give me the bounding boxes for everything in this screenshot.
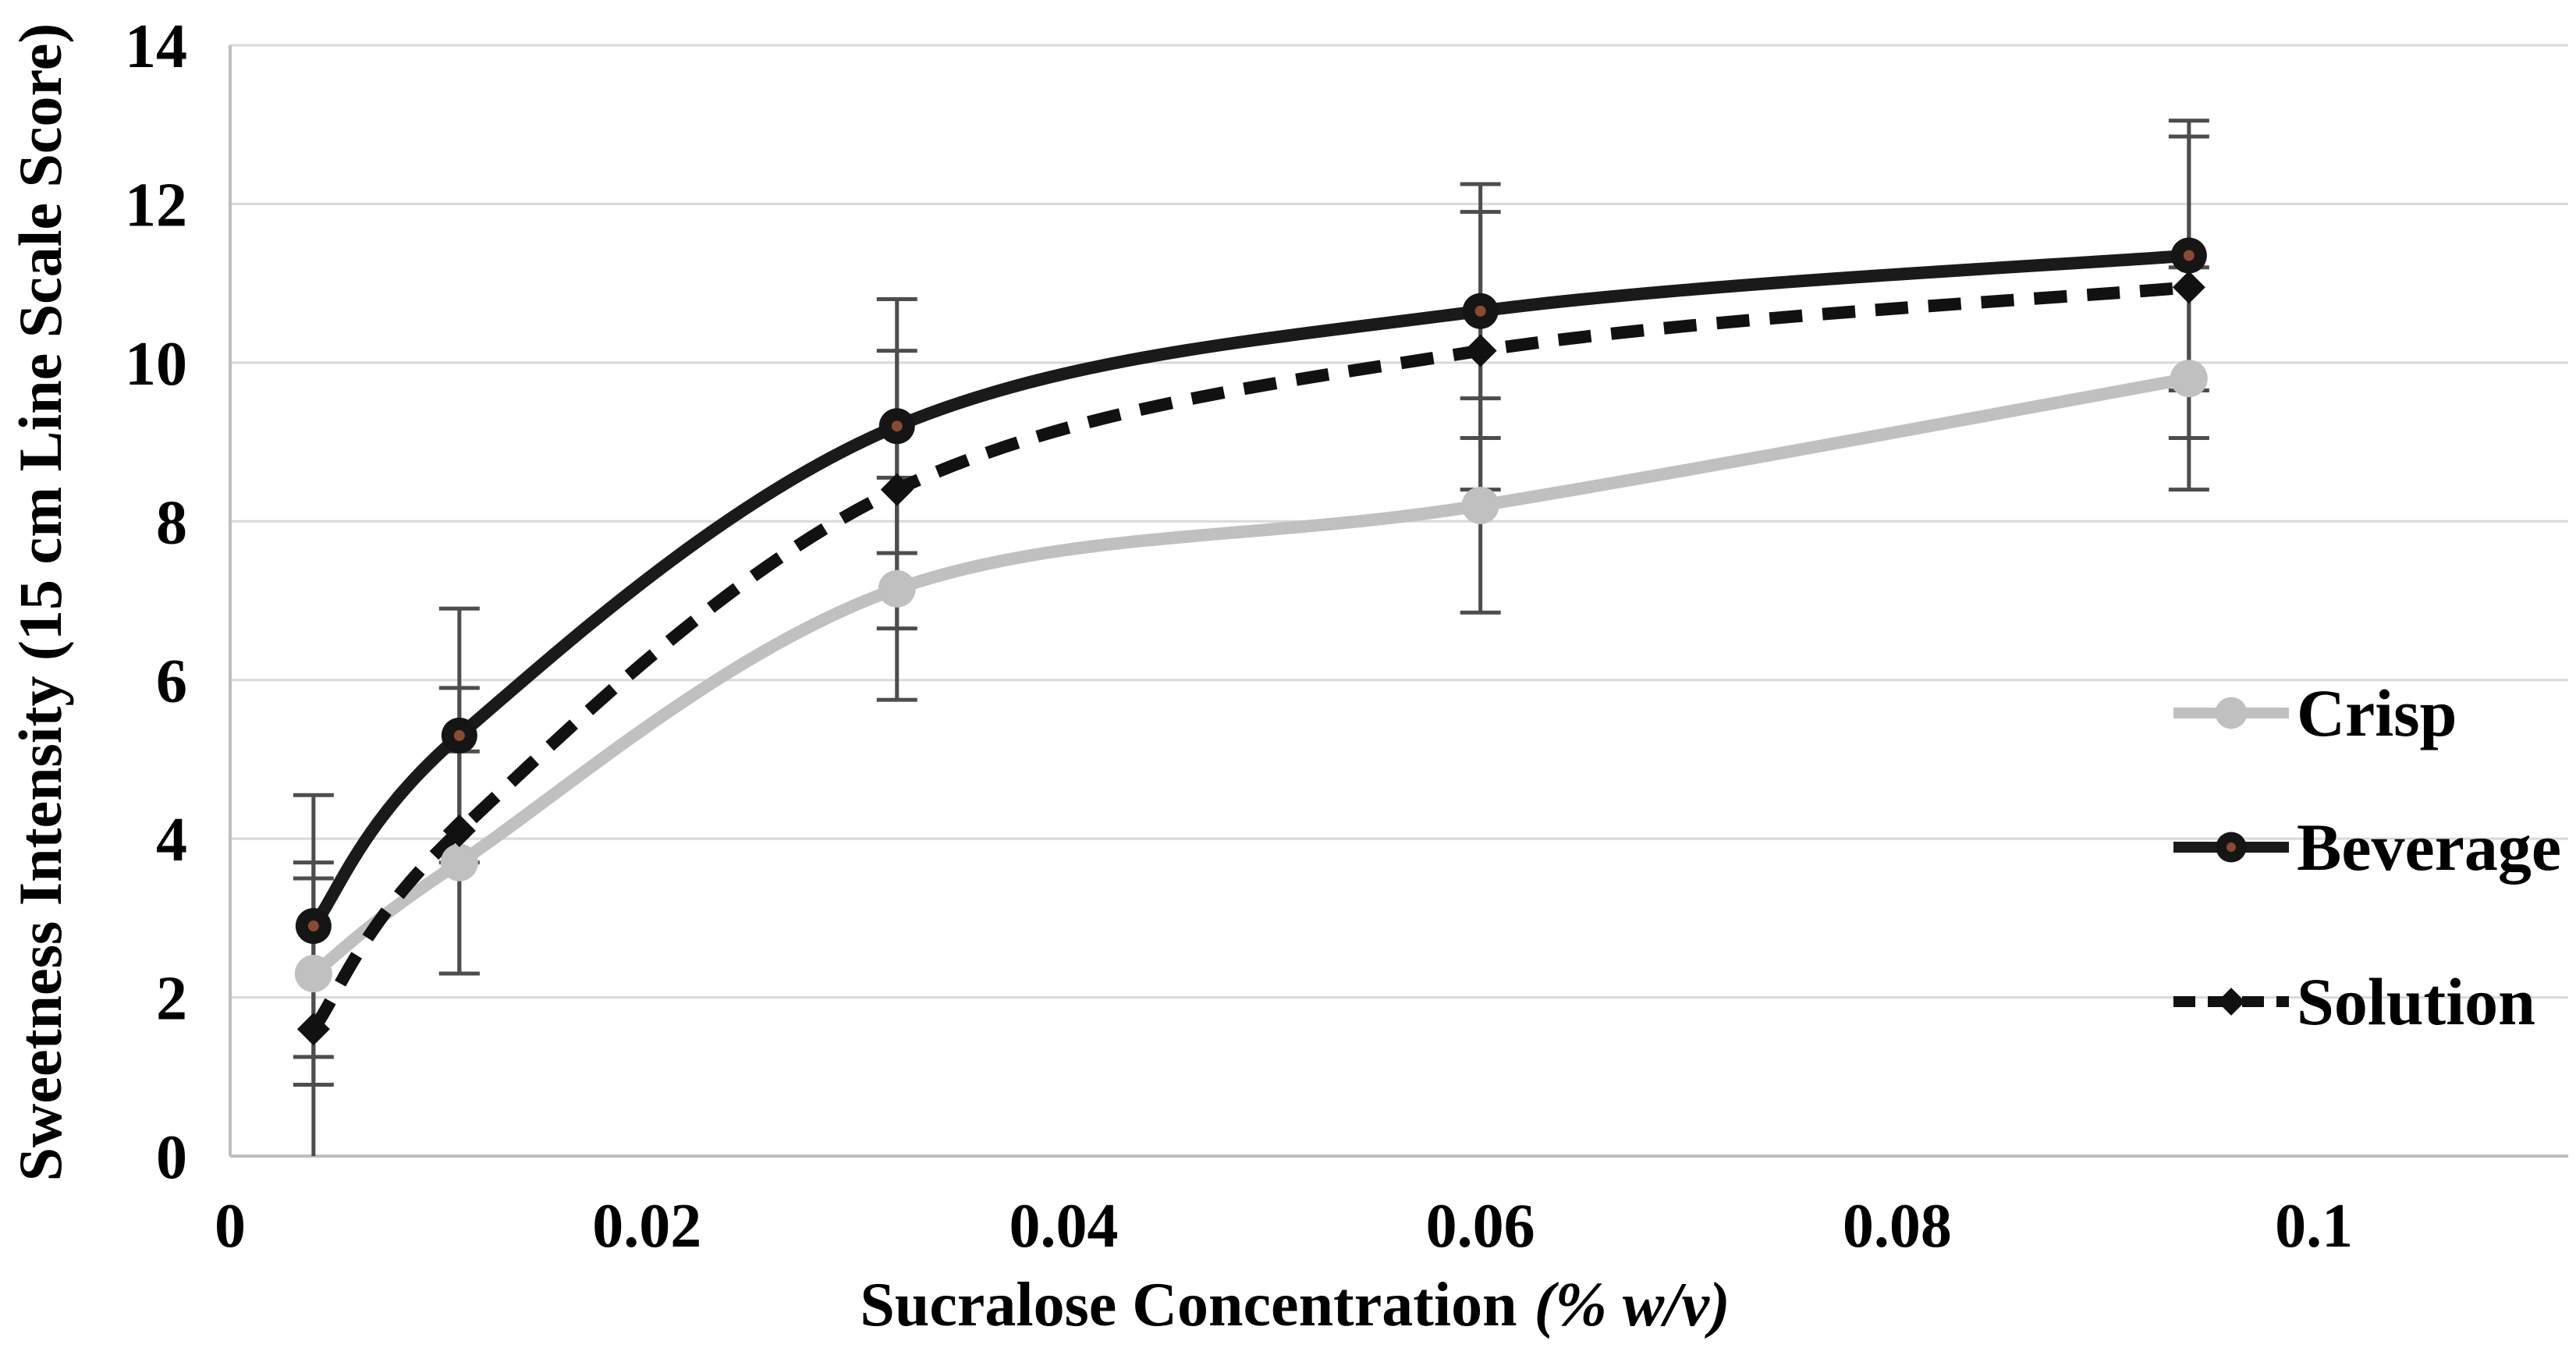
series-line-beverage (307, 249, 2195, 933)
y-tick-label: 10 (125, 330, 187, 399)
x-tick-label: 0.02 (592, 1192, 701, 1261)
y-tick-label: 6 (156, 647, 187, 716)
marker-solution (1464, 334, 1497, 367)
x-axis-title-unit: (% w/v) (1534, 1271, 1730, 1339)
legend-item-beverage: Beverage (2170, 811, 2561, 883)
x-tick-label: 0.1 (2275, 1192, 2353, 1261)
marker-crisp (440, 843, 478, 882)
marker-solution (2172, 271, 2205, 304)
crisp-line-sample-icon (2173, 697, 2289, 729)
legend-item-solution: Solution (2170, 966, 2535, 1038)
y-tick-label: 2 (156, 965, 187, 1034)
x-tick-label: 0.06 (1426, 1192, 1535, 1261)
x-tick-label: 0.08 (1843, 1192, 1952, 1261)
legend-label-beverage: Beverage (2297, 810, 2562, 885)
marker-crisp (294, 955, 332, 993)
legend-label-solution: Solution (2297, 964, 2535, 1039)
y-tick-label: 0 (156, 1123, 187, 1192)
y-tick-label: 14 (125, 12, 187, 81)
marker-crisp (2170, 360, 2208, 398)
series-line-crisp (307, 372, 2195, 981)
y-tick-label: 12 (125, 171, 187, 239)
y-axis-title: Sweetness Intensity (15 cm Line Scale Sc… (6, 23, 74, 1182)
marker-crisp (2215, 697, 2248, 729)
marker-solution (296, 1013, 330, 1046)
marker-crisp (1461, 486, 1499, 524)
marker-center-dot (307, 921, 319, 932)
solution-line-sample-icon (2173, 988, 2289, 1016)
marker-solution (442, 814, 476, 847)
x-tick-label: 0.04 (1009, 1192, 1118, 1261)
y-tick-label: 4 (156, 806, 187, 874)
marker-center-dot (453, 729, 465, 741)
marker-crisp (878, 569, 916, 608)
marker-center-dot (2227, 842, 2236, 852)
legend-label-crisp: Crisp (2297, 676, 2457, 750)
marker-center-dot (891, 420, 903, 432)
x-axis-title: Sucralose Concentration (% w/v) (860, 1270, 1730, 1341)
marker-solution (880, 473, 914, 506)
legend-item-crisp: Crisp (2170, 677, 2457, 749)
y-tick-label: 8 (156, 488, 187, 557)
x-axis-title-text: Sucralose Concentration (860, 1271, 1517, 1339)
marker-center-dot (1474, 305, 1486, 317)
marker-solution (2217, 988, 2245, 1016)
x-tick-label: 0 (215, 1192, 246, 1261)
marker-center-dot (2183, 250, 2195, 261)
series-line-solution (308, 281, 2190, 1033)
beverage-line-sample-icon (2173, 832, 2289, 863)
